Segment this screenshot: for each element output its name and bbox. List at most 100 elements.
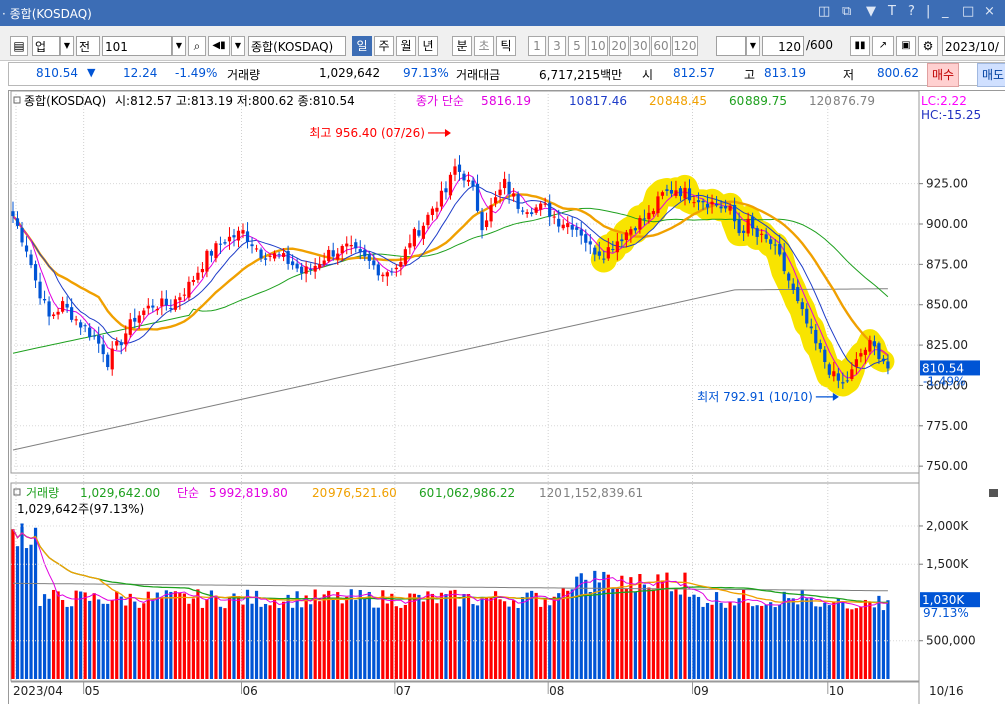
x-tick-label: 10 [829, 684, 844, 698]
candle-body [539, 203, 543, 210]
interval-20-button[interactable]: 20 [609, 36, 629, 56]
market-dropdown-icon[interactable]: ▼ [60, 36, 74, 56]
volume-bar [128, 593, 132, 679]
period-year-button[interactable]: 년 [418, 36, 438, 56]
candle-body [363, 249, 367, 257]
volume-bar [151, 599, 155, 679]
sound-icon[interactable]: ◀▮ [208, 36, 230, 56]
interval-60-button[interactable]: 60 [651, 36, 671, 56]
candle-body [124, 333, 128, 345]
buy-button[interactable]: 매수 [927, 63, 960, 87]
current-price: 810.54 [36, 66, 78, 80]
date-input[interactable]: 2023/10/ [942, 36, 1005, 56]
volume-bar [110, 600, 114, 679]
indicator-icon[interactable]: ▮▮ [850, 36, 870, 56]
candle-body [498, 189, 502, 196]
chart-menu-icon[interactable]: ▤ [10, 36, 28, 56]
candle-body [660, 192, 665, 196]
sound-dropdown-icon[interactable]: ▼ [231, 36, 245, 56]
minimize-icon[interactable]: _ [942, 4, 949, 19]
interval-3-button[interactable]: 3 [548, 36, 566, 56]
market-select[interactable]: 업 [32, 36, 60, 56]
x-tick-label: 2023/04 [13, 684, 63, 698]
index-code-input[interactable]: 101 [102, 36, 172, 56]
copy-window-icon[interactable]: ⧉ [842, 4, 852, 19]
period-day-button[interactable]: 일 [352, 36, 372, 56]
help-icon[interactable]: ? [908, 4, 915, 19]
candle-body [692, 202, 696, 204]
period-tick-button[interactable]: 틱 [496, 36, 516, 56]
volume-bar [615, 587, 619, 679]
interval-1-button[interactable]: 1 [528, 36, 546, 56]
volume-bar [345, 596, 349, 679]
maximize-icon[interactable]: □ [962, 4, 975, 19]
y-tick-label: 775.00 [926, 419, 968, 433]
candle-body [277, 254, 281, 256]
candle-body [24, 245, 29, 252]
volume-bar [656, 574, 660, 679]
prev-button[interactable]: 전 [76, 36, 100, 56]
period-minute-button[interactable]: 분 [452, 36, 472, 56]
hc-label: HC:-15.25 [921, 108, 981, 122]
candle-body [466, 179, 471, 182]
panel-menu-icon[interactable] [989, 489, 998, 497]
volume-bar [462, 594, 466, 679]
sell-button[interactable]: 매도 [977, 63, 1005, 87]
interval-120-button[interactable]: 120 [672, 36, 698, 56]
volume-bar [51, 589, 56, 679]
candle-body [502, 178, 507, 189]
vol-tick-label: 500,000 [926, 634, 976, 648]
volume-bar [200, 607, 205, 679]
candle-body [728, 205, 732, 211]
interval-5-button[interactable]: 5 [568, 36, 586, 56]
x-tick-label: 07 [396, 684, 411, 698]
chart-svg[interactable]: 종합(KOSDAQ) 시:812.57 고:813.19 저:800.62 종:… [9, 90, 1005, 704]
settings-gear-icon[interactable]: ⚙ [918, 36, 938, 56]
candle-body [778, 243, 782, 255]
candle-body [615, 241, 619, 253]
candle-body [814, 329, 818, 344]
close-icon[interactable]: × [984, 4, 995, 19]
candle-body [827, 364, 831, 375]
legend-ma5-period: 5 [481, 94, 489, 108]
candle-body [719, 206, 723, 209]
volume-bar [430, 593, 435, 679]
pin-icon[interactable]: ▼ [866, 4, 876, 19]
volume-bar [106, 603, 110, 679]
period-month-button[interactable]: 월 [396, 36, 416, 56]
candle-body [119, 342, 123, 346]
font-icon[interactable]: T [888, 4, 896, 19]
candle-body [191, 280, 195, 282]
candle-body [394, 267, 398, 270]
svg-text:97.13%: 97.13% [923, 606, 969, 620]
period-week-button[interactable]: 주 [374, 36, 394, 56]
candle-body [484, 220, 489, 228]
custom-interval-input[interactable] [716, 36, 746, 56]
candle-body [376, 264, 380, 276]
interval-30-button[interactable]: 30 [630, 36, 650, 56]
chart-area[interactable]: 종합(KOSDAQ) 시:812.57 고:813.19 저:800.62 종:… [8, 90, 1005, 704]
volume-bar [295, 591, 299, 679]
code-dropdown-icon[interactable]: ▼ [172, 36, 186, 56]
y-tick-label: 825.00 [926, 338, 968, 352]
volume-bar [164, 590, 168, 679]
save-icon[interactable]: ▣ [896, 36, 916, 56]
candle-body [200, 268, 205, 273]
volume-bar [850, 609, 854, 679]
volume-bar [493, 591, 498, 679]
layout-icon[interactable]: ◫ [818, 4, 831, 19]
period-second-button[interactable]: 초 [474, 36, 494, 56]
interval-10-button[interactable]: 10 [588, 36, 608, 56]
volume-bar [647, 587, 651, 679]
search-icon[interactable]: ⌕ [188, 36, 206, 56]
candle-body [597, 251, 601, 256]
trend-tool-icon[interactable]: ↗ [872, 36, 894, 56]
candle-body [286, 251, 290, 264]
volume-bar [584, 579, 588, 679]
candle-body [254, 248, 259, 250]
count-input[interactable]: 120 [762, 36, 804, 56]
volume-bar [854, 608, 858, 679]
interval-dropdown-icon[interactable]: ▼ [746, 36, 760, 56]
candle-body [137, 315, 141, 323]
volume-bar [782, 591, 786, 679]
